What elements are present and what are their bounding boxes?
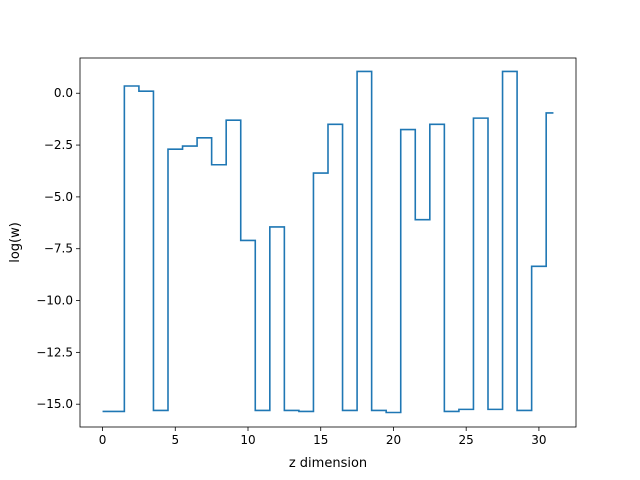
y-tick-label: 0.0 (54, 86, 73, 100)
x-axis-ticks: 0 5 10 15 20 25 30 (99, 427, 547, 447)
x-tick-label: 30 (531, 433, 546, 447)
series-layer (102, 70, 554, 414)
x-tick-label: 25 (459, 433, 474, 447)
y-tick-label: −7.5 (44, 242, 73, 256)
series-line (102, 70, 554, 414)
y-tick-label: −5.0 (44, 190, 73, 204)
y-tick-label: −12.5 (36, 345, 73, 359)
y-tick-label: −10.0 (36, 294, 73, 308)
y-axis-label: log(w) (8, 222, 23, 263)
x-tick-label: 0 (99, 433, 107, 447)
plot-area (80, 58, 576, 427)
y-axis-ticks: 0.0 −2.5 −5.0 −7.5 −10.0 −12.5 −15.0 (36, 86, 80, 411)
x-tick-label: 20 (386, 433, 401, 447)
y-tick-label: −2.5 (44, 138, 73, 152)
plot-frame (79, 57, 577, 428)
x-tick-label: 15 (313, 433, 328, 447)
x-axis-label: z dimension (289, 456, 367, 471)
x-tick-label: 5 (171, 433, 179, 447)
y-tick-label: −15.0 (36, 397, 73, 411)
x-tick-label: 10 (240, 433, 255, 447)
